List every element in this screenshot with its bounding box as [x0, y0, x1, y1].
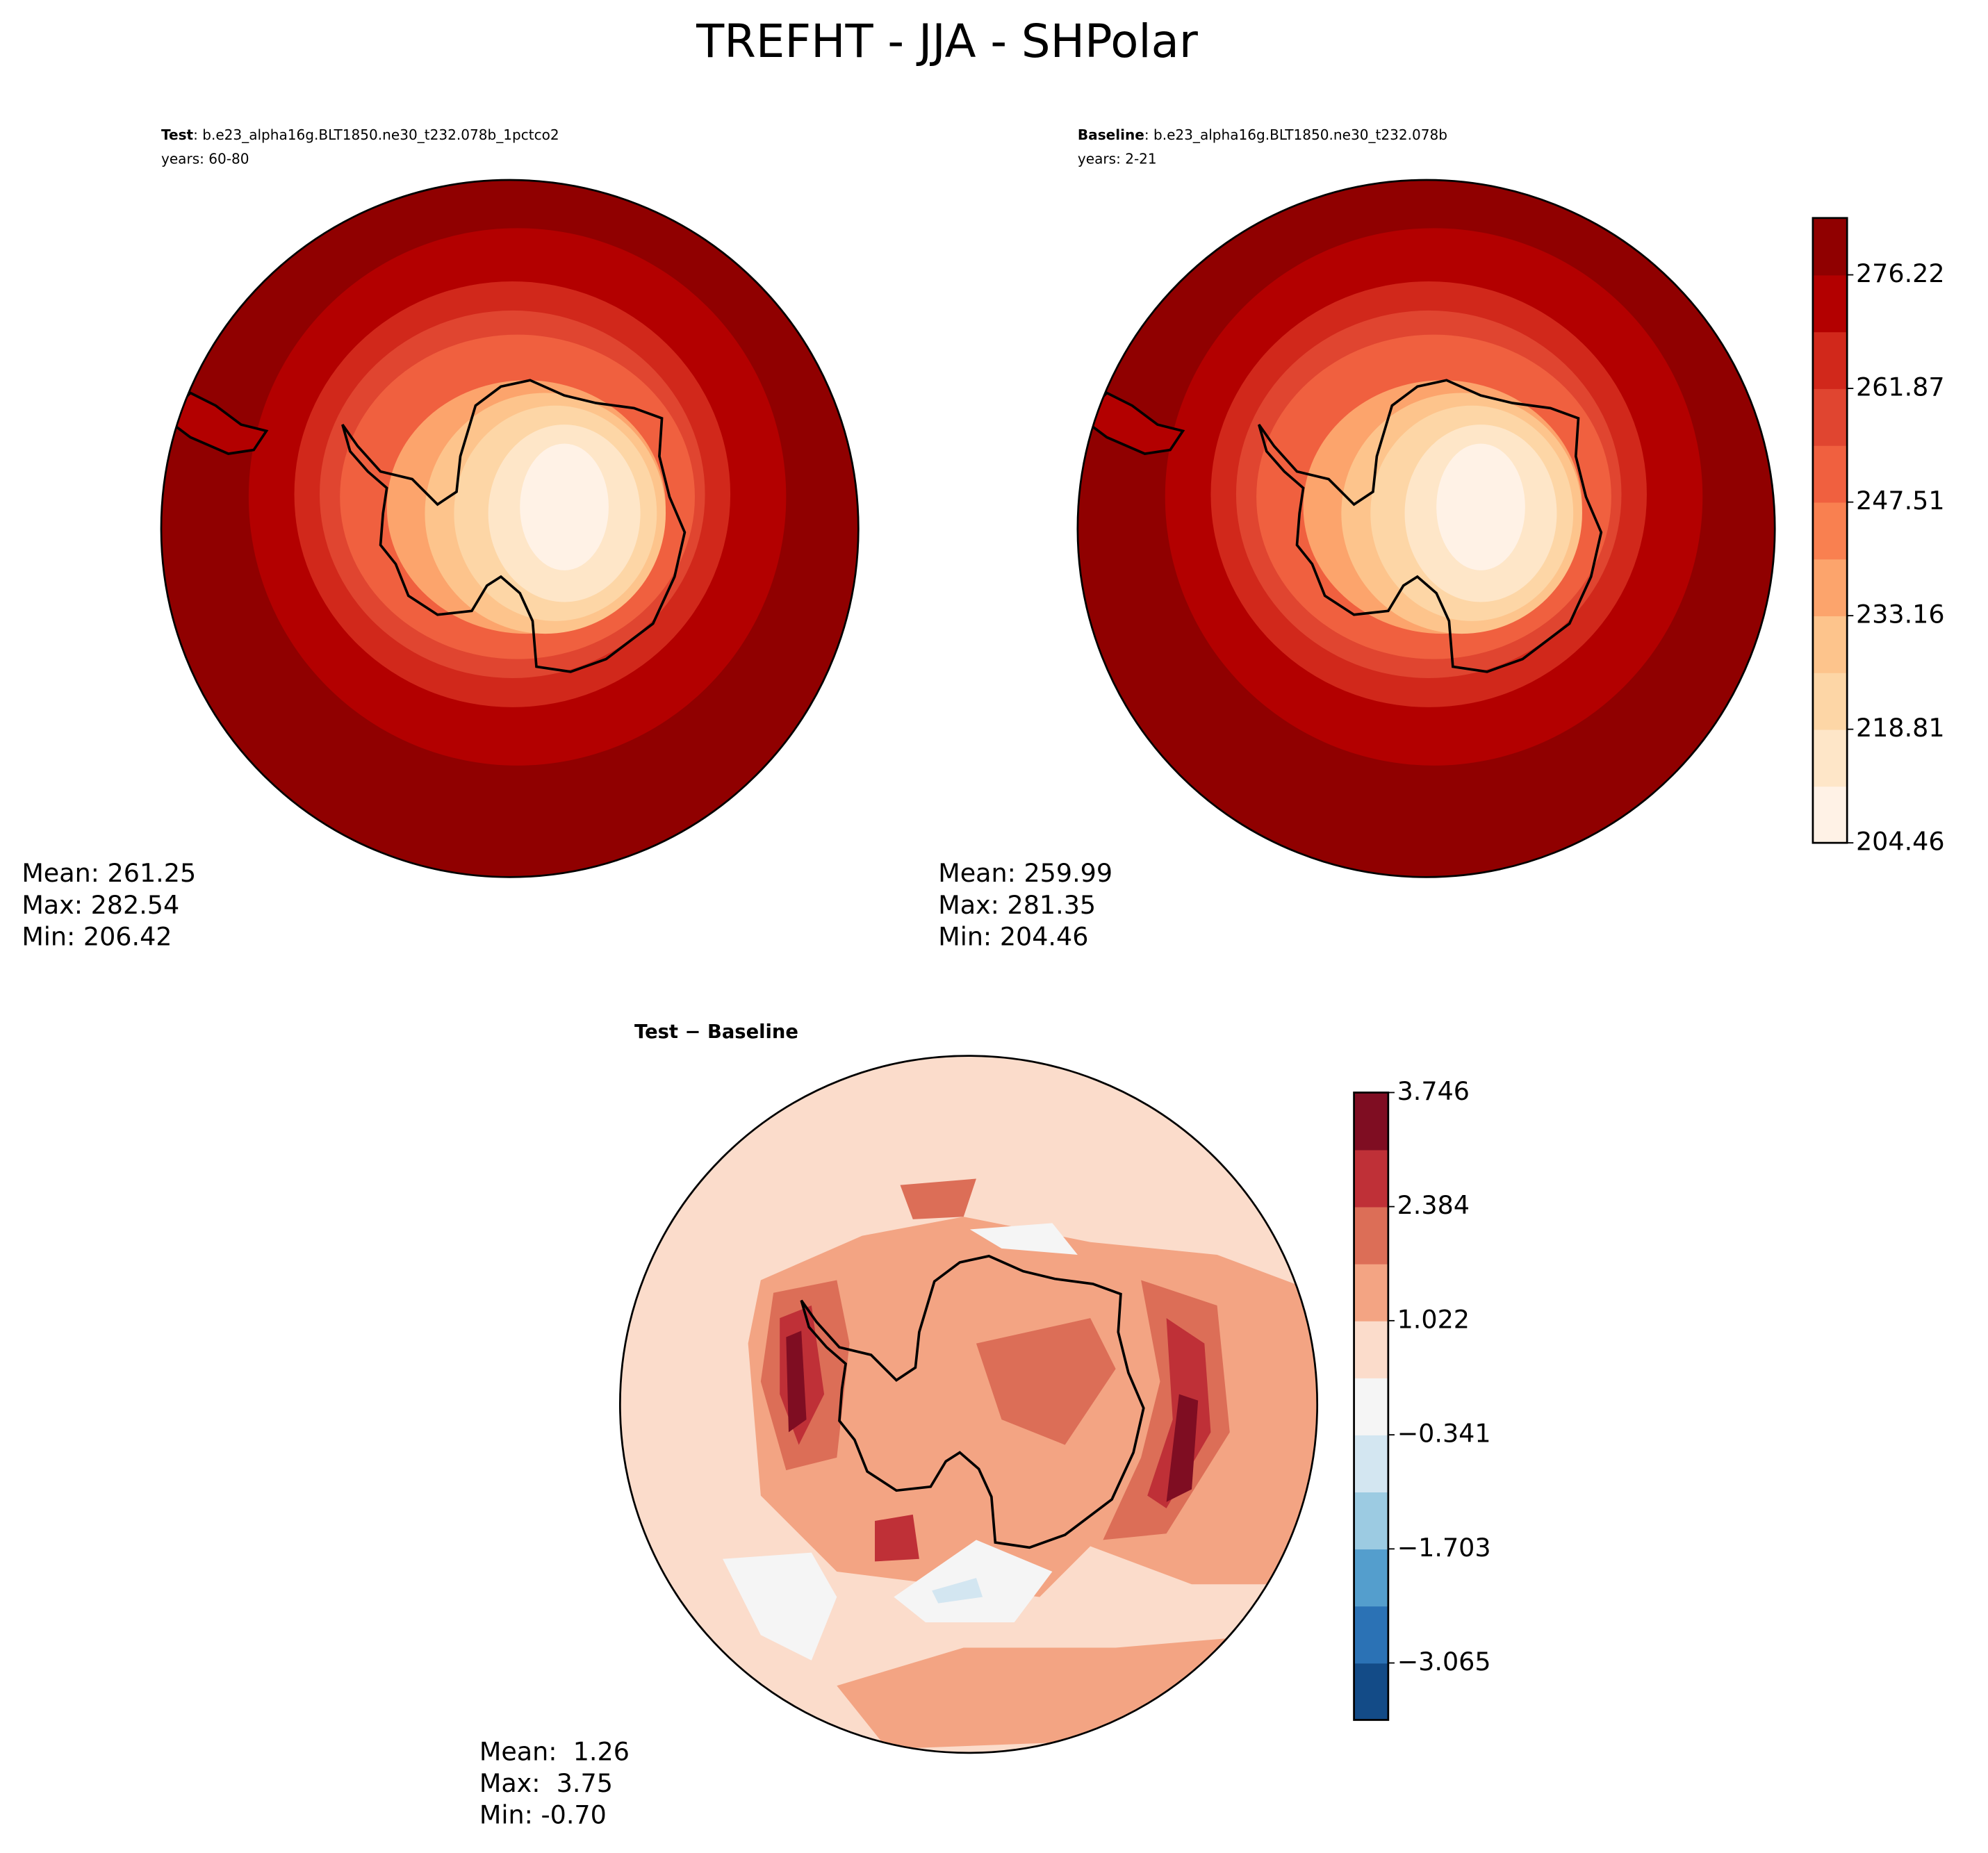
colorbar-tick-label: 1.022	[1397, 1304, 1470, 1334]
colorbar-band	[1354, 1092, 1388, 1151]
colorbar-tick-label: −1.703	[1397, 1533, 1491, 1563]
map-region	[900, 1178, 976, 1219]
stat-line: Max: 3.75	[479, 1768, 613, 1798]
colorbar-band	[1354, 1149, 1388, 1208]
panel-title: Test − Baseline	[634, 1021, 798, 1043]
map-region	[976, 1318, 1116, 1445]
colorbar-band	[1354, 1263, 1388, 1321]
stat-line: Mean: 259.99	[938, 858, 1112, 888]
colorbar-band	[1812, 502, 1848, 560]
colorbar-band	[1354, 1606, 1388, 1664]
stat-line: Mean: 1.26	[479, 1736, 630, 1766]
colorbar-band	[1812, 445, 1848, 503]
map-region	[723, 1552, 837, 1661]
panel-years: years: 2-21	[1078, 150, 1157, 167]
stat-line: Mean: 261.25	[22, 858, 196, 888]
map-region	[786, 1331, 807, 1433]
colorbar-band	[1354, 1435, 1388, 1493]
case-name: : b.e23_alpha16g.BLT1850.ne30_t232.078b	[1144, 126, 1447, 143]
panel-subtitle: Baseline: b.e23_alpha16g.BLT1850.ne30_t2…	[1078, 126, 1447, 143]
stat-line: Min: -0.70	[479, 1800, 607, 1830]
colorbar-tick-label: 218.81	[1856, 713, 1945, 743]
colorbar-band	[1812, 274, 1848, 333]
colorbar-tick-label: 2.384	[1397, 1190, 1470, 1220]
stat-line: Max: 281.35	[938, 890, 1096, 920]
map-region	[875, 1514, 919, 1562]
colorbar-band	[1812, 786, 1848, 844]
colorbar-tick-label: −0.341	[1397, 1419, 1491, 1449]
colorbar-band	[1354, 1377, 1388, 1435]
colorbar-band	[1812, 672, 1848, 730]
colorbar-band	[1812, 331, 1848, 389]
colorbar-band	[1812, 729, 1848, 787]
case-name: : b.e23_alpha16g.BLT1850.ne30_t232.078b_…	[193, 126, 559, 143]
colorbar-band	[1354, 1206, 1388, 1265]
colorbar-band	[1812, 616, 1848, 673]
case-label: Test	[161, 126, 194, 143]
colorbar-tick-label: 261.87	[1856, 372, 1945, 402]
map-region	[932, 1578, 983, 1604]
colorbar-band	[1812, 559, 1848, 616]
panel-subtitle: Test: b.e23_alpha16g.BLT1850.ne30_t232.0…	[161, 126, 559, 143]
colorbar-band	[1812, 388, 1848, 446]
colorbar-band	[1812, 217, 1848, 276]
colorbar-band	[1354, 1663, 1388, 1721]
stat-line: Min: 204.46	[938, 921, 1088, 951]
map-region	[1166, 1394, 1199, 1502]
colorbar-tick-label: 233.16	[1856, 600, 1945, 629]
colorbar-band	[1354, 1492, 1388, 1550]
figure-title: TREFHT - JJA - SHPolar	[696, 15, 1198, 68]
stat-line: Max: 282.54	[22, 890, 179, 920]
case-label: Baseline	[1078, 126, 1144, 143]
colorbar-frame	[1353, 1092, 1390, 1721]
stat-line: Min: 206.42	[22, 921, 172, 951]
colorbar-tick-label: −3.065	[1397, 1647, 1491, 1677]
colorbar-band	[1354, 1320, 1388, 1378]
colorbar-band	[1354, 1549, 1388, 1607]
panel-years: years: 60-80	[161, 150, 249, 167]
colorbar-tick-label: 3.746	[1397, 1076, 1470, 1106]
colorbar-tick-label: 247.51	[1856, 486, 1945, 516]
colorbar-tick-label: 276.22	[1856, 258, 1945, 288]
colorbar-frame	[1812, 217, 1848, 844]
colorbar-tick-label: 204.46	[1856, 827, 1945, 857]
map-region	[969, 1223, 1078, 1255]
map-bottom	[618, 1055, 1319, 1754]
